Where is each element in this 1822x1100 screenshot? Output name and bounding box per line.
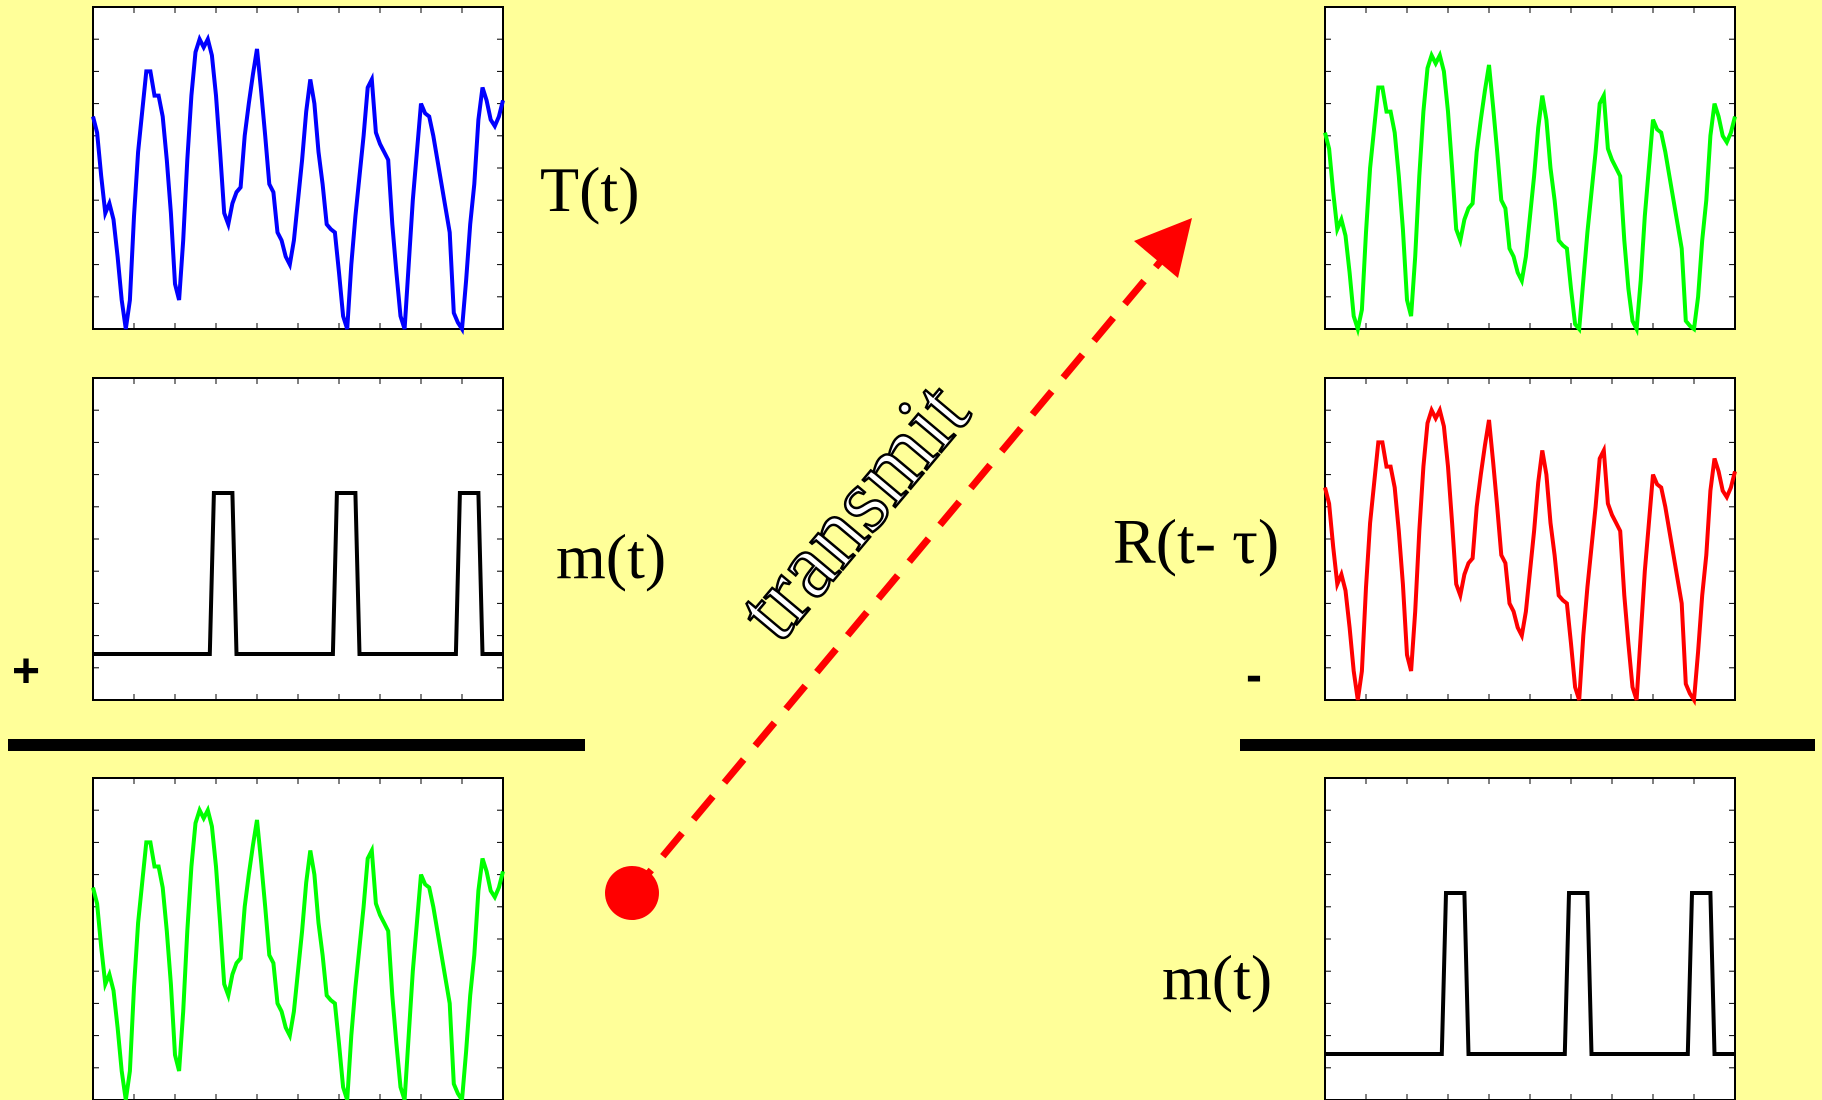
plot-frame — [92, 777, 504, 1100]
signal-panel-S-left — [91, 777, 505, 1100]
label-receiver-signal: R(t- τ) — [1113, 506, 1280, 577]
minus-sign: - — [1246, 649, 1262, 702]
plot-ticks — [93, 7, 503, 329]
plot-frame — [92, 377, 504, 701]
plot-frame — [1324, 377, 1736, 701]
signal-panels — [91, 6, 1737, 1100]
plus-sign: + — [12, 645, 41, 698]
signal-panel-R — [1323, 377, 1737, 707]
plot-ticks — [1325, 778, 1735, 1100]
signal-line-S-left — [91, 804, 505, 1100]
signal-line-S-right — [1323, 49, 1737, 337]
label-transmitter-signal: T(t) — [540, 154, 640, 225]
plot-frame — [1324, 777, 1736, 1100]
transmit-origin-dot — [605, 866, 659, 920]
transmit-arrowhead-icon — [1134, 218, 1192, 278]
signal-line-T — [91, 33, 505, 336]
signal-line-m-left — [93, 491, 503, 656]
signal-line-R — [1323, 404, 1737, 707]
signal-panel-m-right — [1324, 777, 1736, 1100]
signal-panel-m-left — [92, 377, 504, 701]
transmit-label: transmit — [716, 361, 988, 658]
plot-ticks — [1325, 7, 1735, 329]
signal-line-m-right — [1325, 891, 1735, 1056]
label-message-left: m(t) — [556, 521, 667, 592]
signal-panel-T — [91, 6, 505, 336]
transmit-arrow-line — [629, 259, 1163, 896]
signal-panel-S-right — [1323, 6, 1737, 337]
plot-frame — [1324, 6, 1736, 330]
plot-ticks — [93, 378, 503, 700]
plot-frame — [92, 6, 504, 330]
label-message-right: m(t) — [1162, 942, 1273, 1013]
